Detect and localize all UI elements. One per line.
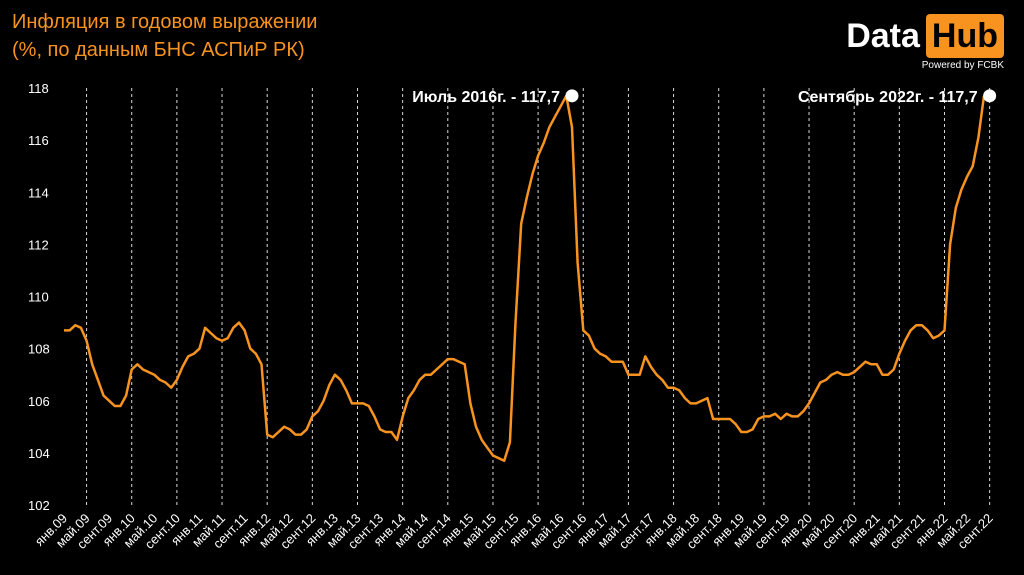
title-line-2: (%, по данным БНС АСПиР РК) [12,39,305,61]
chart-title: Инфляция в годовом выражении (%, по данн… [12,8,317,64]
y-tick-label: 110 [28,290,49,305]
logo-data-text: Data [846,16,920,55]
inflation-series-line [64,94,986,462]
logo-subtitle: Powered by FCBK [921,60,1004,71]
y-tick-label: 116 [28,133,49,148]
annotation-label: Июль 2016г. - 117,7 [412,89,560,106]
y-tick-label: 108 [28,342,50,357]
y-tick-label: 118 [28,81,49,96]
title-line-1: Инфляция в годовом выражении [12,11,318,33]
logo-hub-text: Hub [925,14,1004,58]
annotation-label: Сентябрь 2022г. - 117,7 [798,89,978,106]
y-tick-label: 114 [28,185,49,200]
y-tick-label: 104 [28,446,50,461]
y-tick-label: 106 [28,394,50,409]
y-tick-label: 102 [28,498,50,513]
annotation-marker [983,89,997,103]
datahub-logo: Data Hub Powered by FCBK [846,14,1004,71]
annotation-marker [565,89,579,103]
y-tick-label: 112 [28,237,49,252]
